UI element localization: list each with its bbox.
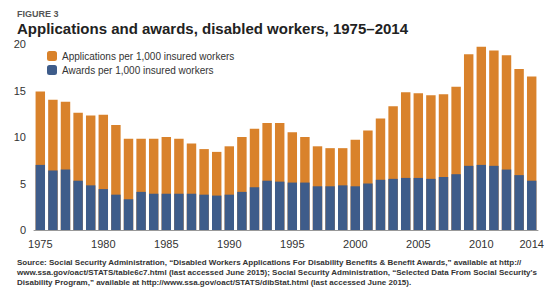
svg-text:Awards per 1,000 insured worke: Awards per 1,000 insured workers [62, 65, 214, 76]
svg-text:Source: Social Security Admini: Source: Social Security Administration, … [17, 258, 522, 267]
svg-text:1985: 1985 [154, 238, 178, 250]
svg-text:5: 5 [20, 178, 26, 190]
svg-text:2005: 2005 [406, 238, 430, 250]
svg-text:20: 20 [14, 38, 26, 50]
svg-text:15: 15 [14, 85, 26, 97]
svg-text:2010: 2010 [469, 238, 493, 250]
svg-text:10: 10 [14, 131, 26, 143]
svg-text:Disability Program,” available: Disability Program,” available at http:/… [17, 278, 411, 287]
svg-text:1990: 1990 [217, 238, 241, 250]
svg-text:FIGURE 3: FIGURE 3 [17, 9, 59, 19]
svg-text:1980: 1980 [91, 238, 115, 250]
svg-text:2014: 2014 [519, 238, 543, 250]
svg-text:www.ssa.gov/oact/STATS/table6c: www.ssa.gov/oact/STATS/table6c7.html (la… [16, 268, 539, 277]
svg-text:0: 0 [20, 224, 26, 236]
svg-text:1975: 1975 [28, 238, 52, 250]
svg-text:Applications per 1,000 insured: Applications per 1,000 insured workers [62, 51, 234, 62]
svg-text:2000: 2000 [343, 238, 367, 250]
svg-text:1995: 1995 [280, 238, 304, 250]
svg-text:Applications and awards, disab: Applications and awards, disabled worker… [17, 20, 409, 37]
